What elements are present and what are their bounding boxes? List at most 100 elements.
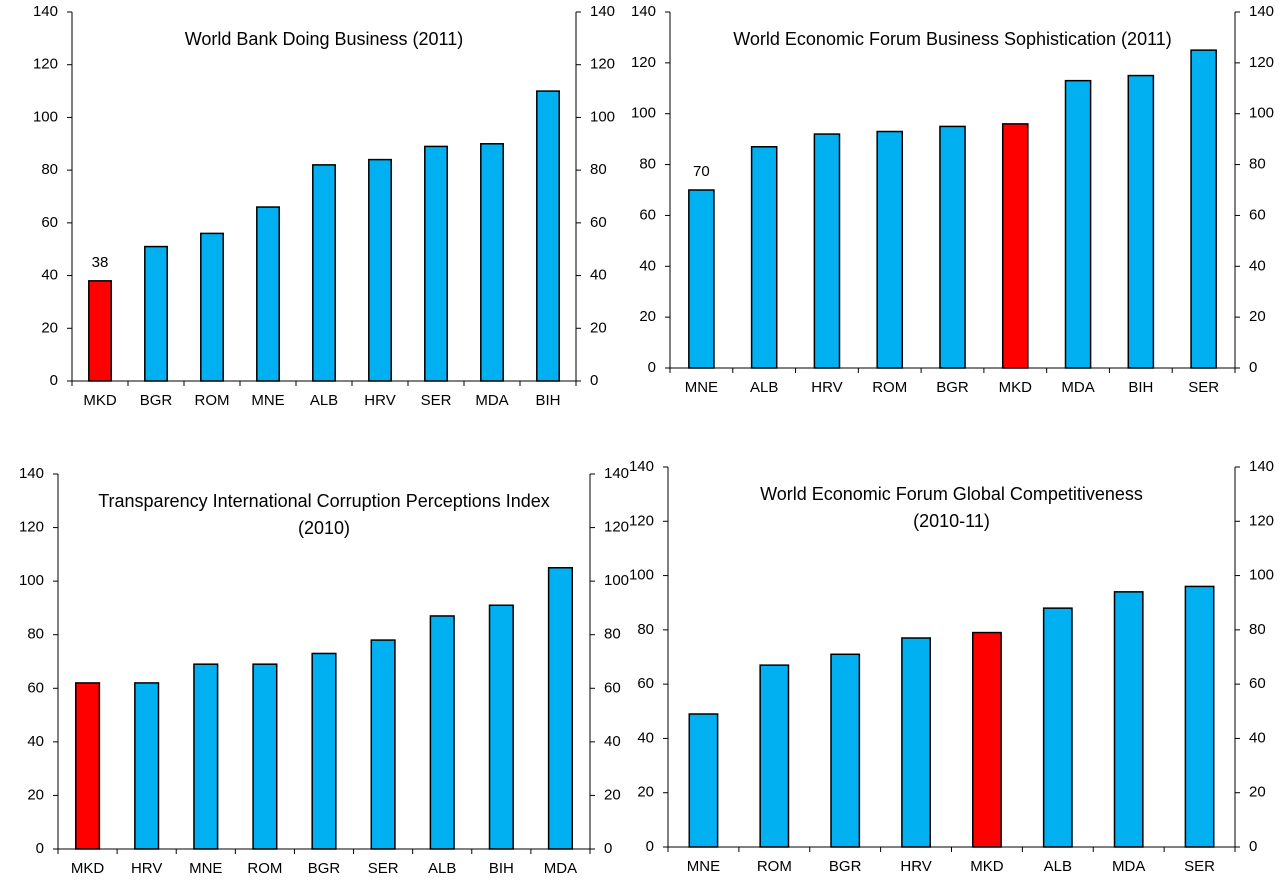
y2-tick-label: 60 — [604, 679, 621, 696]
y2-tick-label: 80 — [604, 626, 621, 643]
x-tick-label: BGR — [140, 392, 173, 409]
bar — [1113, 591, 1144, 848]
y-tick-label: 80 — [27, 626, 44, 643]
chart-title: World Bank Doing Business (2011) — [184, 29, 464, 49]
bar — [256, 206, 280, 382]
bar — [144, 245, 168, 382]
bar — [536, 90, 560, 382]
y-tick-label: 0 — [646, 838, 654, 855]
x-tick-label: MDA — [544, 860, 577, 877]
y2-tick-label: 40 — [604, 733, 621, 750]
x-tick-label: ROM — [247, 860, 282, 877]
y2-tick-label: 20 — [1249, 784, 1266, 801]
y2-tick-label: 80 — [590, 161, 607, 178]
x-tick-label: MKD — [970, 858, 1004, 875]
y2-tick-label: 120 — [590, 56, 615, 73]
y-tick-label: 120 — [19, 519, 44, 536]
y-tick-label: 60 — [637, 675, 654, 692]
y-tick-label: 80 — [639, 156, 656, 173]
y-tick-label: 40 — [639, 257, 656, 274]
bar — [901, 637, 931, 848]
chart-title: World Economic Forum Business Sophistica… — [733, 29, 1172, 49]
y2-tick-label: 140 — [604, 465, 629, 482]
bar — [1127, 74, 1155, 369]
y2-tick-label: 140 — [590, 3, 615, 20]
bar — [368, 158, 392, 382]
y2-tick-label: 60 — [590, 214, 607, 231]
bar — [252, 663, 278, 850]
bar — [488, 604, 514, 850]
y-tick-label: 60 — [639, 206, 656, 223]
x-tick-label: MNE — [189, 860, 222, 877]
x-tick-label: MNE — [685, 379, 718, 396]
y-tick-label: 120 — [631, 54, 656, 71]
y-tick-label: 20 — [41, 319, 58, 336]
y-tick-label: 40 — [41, 267, 58, 284]
y2-tick-label: 80 — [1249, 621, 1266, 638]
y2-tick-label: 120 — [604, 519, 629, 536]
y-tick-label: 40 — [27, 733, 44, 750]
y2-tick-label: 40 — [1249, 729, 1266, 746]
y2-tick-label: 140 — [1249, 458, 1274, 475]
data-label: 70 — [693, 163, 710, 180]
x-tick-label: HRV — [900, 858, 931, 875]
y-tick-label: 100 — [629, 567, 654, 584]
y-tick-label: 80 — [637, 621, 654, 638]
bar — [424, 145, 448, 382]
bar — [88, 280, 112, 382]
x-tick-label: BIH — [1128, 379, 1153, 396]
data-label: 38 — [92, 254, 109, 271]
y-tick-label: 100 — [33, 108, 58, 125]
x-tick-label: BIH — [489, 860, 514, 877]
y-tick-label: 80 — [41, 161, 58, 178]
y-tick-label: 20 — [637, 784, 654, 801]
bar — [750, 146, 778, 369]
x-tick-label: BGR — [936, 379, 969, 396]
y-tick-label: 140 — [631, 3, 656, 20]
bar — [370, 639, 396, 850]
bar — [134, 682, 160, 850]
bar — [688, 713, 719, 848]
x-tick-label: HRV — [364, 392, 395, 409]
y-tick-label: 0 — [648, 359, 656, 376]
x-tick-label: ROM — [195, 392, 230, 409]
y2-tick-label: 100 — [1249, 567, 1274, 584]
y2-tick-label: 140 — [1249, 3, 1274, 20]
chart-title: World Economic Forum Global Competitiven… — [760, 484, 1143, 531]
x-tick-label: MNE — [687, 858, 720, 875]
x-tick-label: HRV — [811, 379, 842, 396]
x-tick-label: MKD — [999, 379, 1033, 396]
bar — [876, 130, 904, 369]
y2-tick-label: 0 — [590, 372, 598, 389]
x-tick-label: HRV — [131, 860, 162, 877]
x-tick-label: MNE — [251, 392, 284, 409]
y2-tick-label: 40 — [1249, 257, 1266, 274]
bar — [972, 631, 1002, 848]
y-tick-label: 20 — [27, 786, 44, 803]
bar — [311, 652, 337, 850]
y2-tick-label: 0 — [604, 840, 612, 857]
y2-tick-label: 40 — [590, 267, 607, 284]
x-tick-label: ALB — [310, 392, 338, 409]
x-tick-label: BIH — [535, 392, 560, 409]
bar — [1184, 585, 1215, 848]
bar — [312, 164, 336, 382]
x-tick-label: SER — [368, 860, 399, 877]
y-tick-label: 140 — [629, 458, 654, 475]
bar — [480, 143, 504, 382]
bar — [547, 567, 574, 850]
y2-tick-label: 100 — [1249, 105, 1274, 122]
y2-tick-label: 20 — [590, 319, 607, 336]
y-tick-label: 60 — [27, 679, 44, 696]
y-tick-label: 0 — [36, 840, 44, 857]
bar — [830, 653, 861, 848]
y2-tick-label: 60 — [1249, 675, 1266, 692]
y2-tick-label: 0 — [1249, 359, 1257, 376]
bar — [939, 125, 966, 369]
x-tick-label: MDA — [1061, 379, 1094, 396]
y-tick-label: 100 — [631, 105, 656, 122]
x-tick-label: MDA — [1112, 858, 1145, 875]
y-tick-label: 100 — [19, 572, 44, 589]
